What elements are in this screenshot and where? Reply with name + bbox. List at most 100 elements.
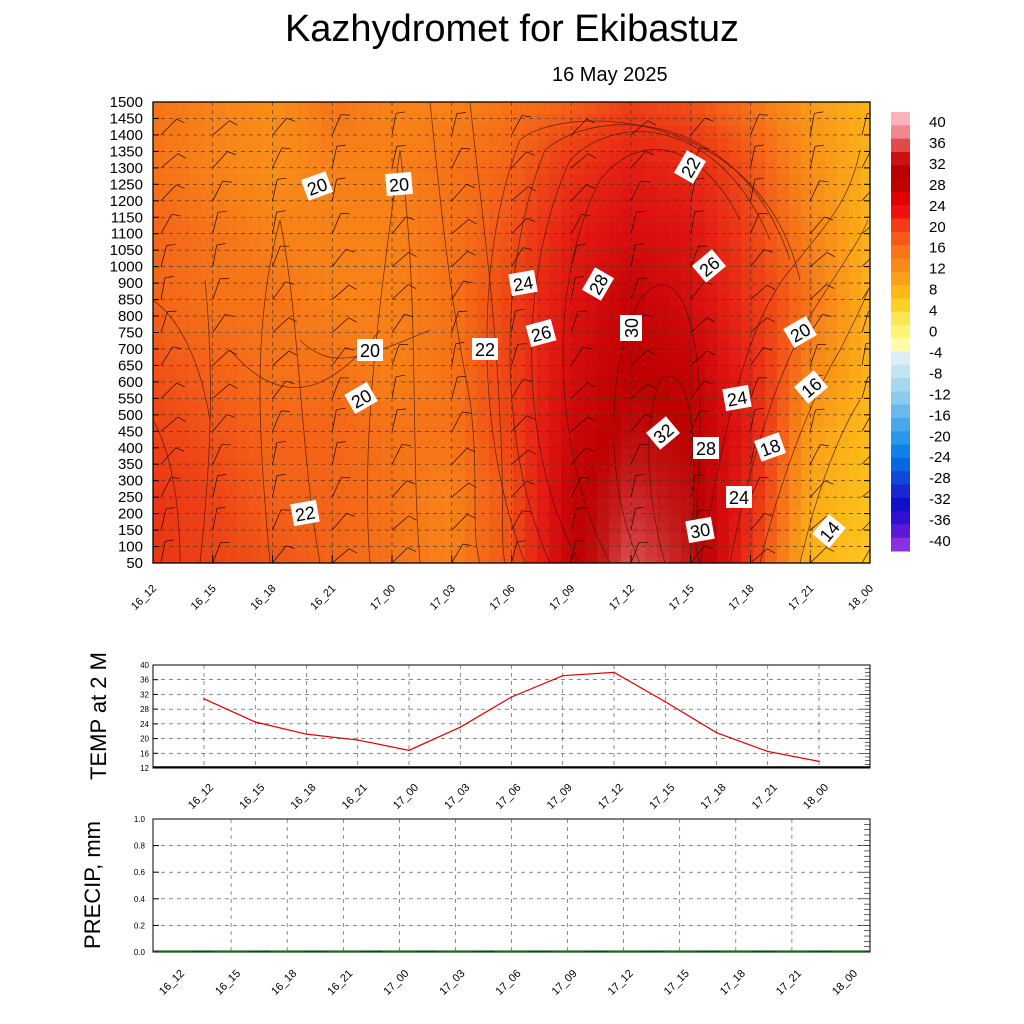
- wind-barb: [570, 311, 579, 333]
- heatmap-cell: [573, 270, 586, 283]
- heatmap-cell: [693, 234, 706, 247]
- heatmap-cell: [165, 354, 178, 367]
- colorbar-swatch: [891, 125, 910, 140]
- heatmap-cell: [345, 474, 358, 487]
- wind-barb-flag: [336, 441, 346, 444]
- heatmap-cell: [237, 126, 250, 139]
- heatmap-cell: [201, 246, 214, 259]
- heatmap-cell: [333, 258, 346, 271]
- heatmap-cell: [309, 162, 322, 175]
- heatmap-cell: [573, 366, 586, 379]
- heatmap-cell: [525, 534, 538, 547]
- heatmap-cell: [513, 162, 526, 175]
- heatmap-cell: [237, 330, 250, 343]
- heatmap-cell: [201, 114, 214, 127]
- heatmap-cell: [837, 534, 850, 547]
- heatmap-cell: [669, 102, 682, 115]
- heatmap-cell: [309, 150, 322, 163]
- heatmap-cell: [345, 318, 358, 331]
- heatmap-cell: [501, 102, 514, 115]
- heatmap-cell: [765, 270, 778, 283]
- heatmap-cell: [657, 210, 670, 223]
- wind-barb: [570, 245, 578, 267]
- heatmap-cell: [669, 318, 682, 331]
- heatmap-cell: [429, 258, 442, 271]
- heatmap-cell: [477, 246, 490, 259]
- heatmap-cell: [717, 234, 730, 247]
- heatmap-cell: [189, 498, 202, 511]
- heatmap-cell: [453, 378, 466, 391]
- wind-barb: [570, 541, 576, 563]
- heatmap-cell: [237, 342, 250, 355]
- wind-barb-flag: [704, 380, 713, 385]
- heatmap-cell: [321, 114, 334, 127]
- heatmap-cell: [777, 210, 790, 223]
- heatmap-cell: [441, 294, 454, 307]
- wind-barb-flag: [586, 118, 596, 124]
- heatmap-cell: [213, 462, 226, 475]
- heatmap-cell: [861, 258, 870, 271]
- precip-panel: 1.00.80.60.40.20.016_12 16_15 16_18 16_21 17…: [80, 815, 871, 998]
- heatmap-cell: [429, 306, 442, 319]
- heatmap-cell: [669, 546, 682, 559]
- heatmap-cell: [165, 174, 178, 187]
- heatmap-cell: [729, 270, 742, 283]
- heatmap-cell: [573, 534, 586, 547]
- heatmap-cell: [249, 486, 262, 499]
- heatmap-cell: [417, 330, 430, 343]
- heatmap-cell: [273, 462, 286, 475]
- heatmap-cell: [621, 450, 634, 463]
- heatmap-cell: [501, 174, 514, 187]
- wind-barb-flag: [867, 376, 870, 378]
- heatmap-cell: [333, 510, 346, 523]
- heatmap-cell: [369, 270, 382, 283]
- heatmap-cell: [309, 294, 322, 307]
- heatmap-cell: [633, 342, 646, 355]
- wind-barb: [331, 249, 347, 267]
- wind-barb-flag: [694, 210, 704, 213]
- time-tick-label: 16_21: [308, 583, 338, 613]
- wind-barb-flag: [468, 219, 477, 225]
- heatmap-cell: [837, 210, 850, 223]
- heatmap-cell: [297, 126, 310, 139]
- heatmap-cell: [453, 474, 466, 487]
- contour-label-box: [620, 315, 642, 341]
- heatmap-cell: [225, 270, 238, 283]
- heatmap-cell: [801, 498, 814, 511]
- heatmap-cell: [849, 318, 862, 331]
- heatmap-cell: [297, 270, 310, 283]
- heatmap-cell: [537, 102, 550, 115]
- heatmap-cell: [465, 438, 478, 451]
- heatmap-cell: [321, 426, 334, 439]
- wind-barb-flag: [526, 480, 535, 485]
- heatmap-cell: [549, 210, 562, 223]
- heatmap-cell: [777, 234, 790, 247]
- heatmap-cell: [549, 558, 562, 563]
- wind-barb: [750, 477, 761, 498]
- heatmap-cell: [417, 282, 430, 295]
- wind-barb-flag: [695, 473, 705, 476]
- contour-label-box: [645, 416, 681, 450]
- heatmap-cell: [825, 174, 838, 187]
- heatmap-cell: [549, 258, 562, 271]
- heatmap-cell: [765, 486, 778, 499]
- heatmap-cell: [405, 534, 418, 547]
- heatmap-cell: [189, 366, 202, 379]
- heatmap-cell: [765, 126, 778, 139]
- heatmap-cell: [453, 546, 466, 559]
- heatmap-cell: [681, 366, 694, 379]
- heatmap-cell: [201, 426, 214, 439]
- heatmap-cell: [345, 198, 358, 211]
- heatmap-cell: [669, 234, 682, 247]
- wind-barb: [511, 151, 527, 169]
- heatmap-cell: [609, 222, 622, 235]
- heatmap-cell: [417, 462, 430, 475]
- heatmap-cell: [489, 462, 502, 475]
- heatmap-cell: [741, 294, 754, 307]
- heatmap-cell: [477, 462, 490, 475]
- heatmap-cell: [693, 330, 706, 343]
- heatmap-cell: [525, 234, 538, 247]
- heatmap-cell: [861, 210, 870, 223]
- wind-barb: [332, 548, 350, 563]
- heatmap-cell: [585, 402, 598, 415]
